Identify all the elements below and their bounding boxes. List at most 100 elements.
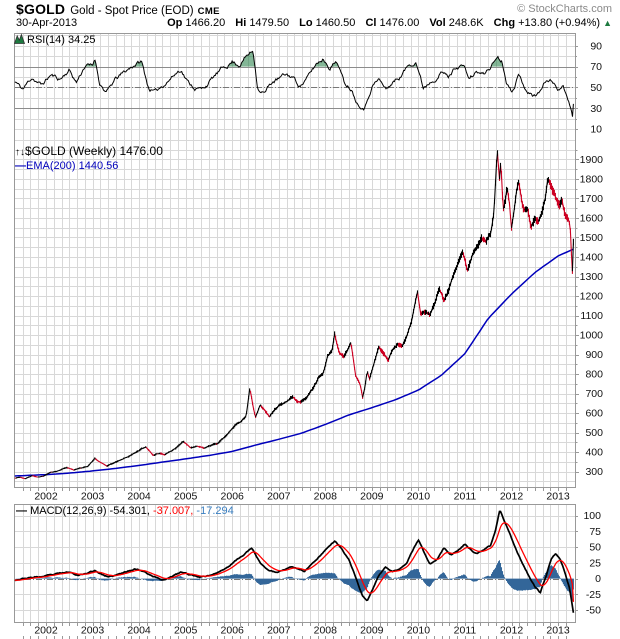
macd-value: -54.301 xyxy=(110,505,150,517)
price-axis-label: 1700 xyxy=(580,193,604,205)
ema-legend-value: 1440.56 xyxy=(78,160,119,172)
year-label: 2004 xyxy=(127,625,151,637)
year-label: 2006 xyxy=(221,625,245,637)
year-label: 2013 xyxy=(546,625,570,637)
low-label: Lo xyxy=(299,17,313,29)
price-axis-label: 1500 xyxy=(580,232,604,244)
macd-legend: — MACD(12,26,9) -54.301 -37.007 -17.294 xyxy=(16,505,234,517)
up-triangle-icon: ▲ xyxy=(603,18,612,28)
macd-line-swatch: — xyxy=(16,505,27,517)
price-axis-label: 1900 xyxy=(580,154,604,166)
high-label: Hi xyxy=(235,17,247,29)
price-axis-label: 1600 xyxy=(580,212,604,224)
year-label: 2005 xyxy=(174,491,198,503)
year-label: 2007 xyxy=(267,625,291,637)
rsi-axis-label: 70 xyxy=(590,61,602,73)
low-value: 1460.50 xyxy=(315,17,356,29)
macd-axis-label: 75 xyxy=(589,526,601,538)
axis-labels: 90 70 50 30 10 1900 1800 1700 1600 1500 1400 1300 12… xyxy=(34,40,603,636)
quote-date: 30-Apr-2013 xyxy=(16,17,78,29)
price-legend: ↑↓$GOLD (Weekly) 1476.00 —EMA(200) 1440.… xyxy=(15,145,163,173)
year-label: 2011 xyxy=(454,625,477,637)
price-axis-label: 1300 xyxy=(580,271,604,283)
price-axis-label: 1100 xyxy=(580,310,603,322)
year-label: 2010 xyxy=(407,491,431,503)
price-axis-label: 500 xyxy=(585,427,603,439)
year-label: 2011 xyxy=(454,491,477,503)
open-value: 1466.20 xyxy=(185,17,226,29)
macd-axis-label: 100 xyxy=(583,510,601,522)
price-axis-label: 1000 xyxy=(580,330,604,342)
price-axis-label: 400 xyxy=(585,447,603,459)
close-value: 1476.00 xyxy=(379,17,420,29)
change-value: +13.80 (+0.94%) xyxy=(518,17,601,29)
high-value: 1479.50 xyxy=(249,17,290,29)
year-label: 2008 xyxy=(314,491,338,503)
macd-histogram xyxy=(15,560,574,601)
macd-signal-value: -37.007 xyxy=(153,505,193,517)
ticker-symbol: $GOLD xyxy=(16,1,66,17)
macd-axis-label: -25 xyxy=(586,589,601,601)
year-label: 2006 xyxy=(221,491,245,503)
year-label: 2002 xyxy=(34,491,58,503)
year-label: 2008 xyxy=(314,625,338,637)
rsi-line xyxy=(14,50,574,117)
chart-header: $GOLD Gold - Spot Price (EOD) CME xyxy=(16,1,220,19)
change-label: Chg xyxy=(493,17,516,29)
macd-signal-line xyxy=(14,522,575,602)
rsi-axis-label: 10 xyxy=(590,124,602,136)
open-label: Op xyxy=(167,17,183,29)
volume-label: Vol xyxy=(429,17,446,29)
price-axis-label: 600 xyxy=(585,408,603,420)
area-chart-icon xyxy=(13,33,26,44)
price-axis-label: 1800 xyxy=(580,173,604,185)
rsi-legend-value: 34.25 xyxy=(67,34,96,46)
year-label: 2007 xyxy=(267,491,291,503)
year-label: 2009 xyxy=(360,625,384,637)
price-axis-label: 1200 xyxy=(580,291,604,303)
copyright-label: © StockCharts.com xyxy=(517,3,612,15)
ema-200-line xyxy=(14,248,574,477)
year-label: 2005 xyxy=(174,625,198,637)
macd-histogram-value: -17.294 xyxy=(196,505,234,517)
axes xyxy=(14,33,579,639)
price-axis-label: 300 xyxy=(585,466,603,478)
year-label: 2004 xyxy=(127,491,151,503)
grid-lines xyxy=(14,33,575,622)
price-legend-label: $GOLD (Weekly) xyxy=(25,144,117,158)
volume-value: 248.6K xyxy=(448,17,484,29)
ema-legend-row: —EMA(200) 1440.56 xyxy=(15,160,163,173)
exchange-label: CME xyxy=(197,6,220,17)
updown-arrows-icon: ↑↓ xyxy=(15,147,25,158)
price-axis-label: 1400 xyxy=(580,251,604,263)
price-legend-row: ↑↓$GOLD (Weekly) 1476.00 xyxy=(15,145,163,159)
price-legend-value: 1476.00 xyxy=(119,144,163,158)
price-axis-label: 700 xyxy=(585,388,603,400)
gold-price-up-bars xyxy=(15,150,574,480)
year-label: 2012 xyxy=(500,625,524,637)
ema-line-swatch: — xyxy=(15,160,26,172)
rsi-axis-label: 30 xyxy=(590,103,602,115)
year-label: 2003 xyxy=(81,625,105,637)
year-label: 2012 xyxy=(500,491,524,503)
ohlc-quote-row: Op 1466.20 Hi 1479.50 Lo 1460.50 Cl 1476… xyxy=(160,17,612,29)
macd-axis-label: 25 xyxy=(589,557,601,569)
year-label: 2003 xyxy=(81,491,105,503)
year-label: 2010 xyxy=(407,625,431,637)
macd-axis-label: 50 xyxy=(589,542,601,554)
year-label: 2002 xyxy=(34,625,58,637)
security-description: Gold - Spot Price (EOD) xyxy=(70,5,194,17)
rsi-axis-label: 90 xyxy=(590,40,602,52)
close-label: Cl xyxy=(365,17,377,29)
ema-legend-label: EMA(200) xyxy=(26,160,76,172)
year-label: 2013 xyxy=(546,491,570,503)
macd-legend-label: MACD(12,26,9) xyxy=(30,505,107,517)
rsi-axis-label: 50 xyxy=(590,82,602,94)
rsi-legend-label: RSI(14) xyxy=(27,34,65,46)
price-axis-label: 800 xyxy=(585,369,603,381)
macd-axis-label: 0 xyxy=(595,573,601,585)
price-axis-label: 900 xyxy=(585,349,603,361)
rsi-legend: RSI(14) 34.25 xyxy=(13,33,96,46)
